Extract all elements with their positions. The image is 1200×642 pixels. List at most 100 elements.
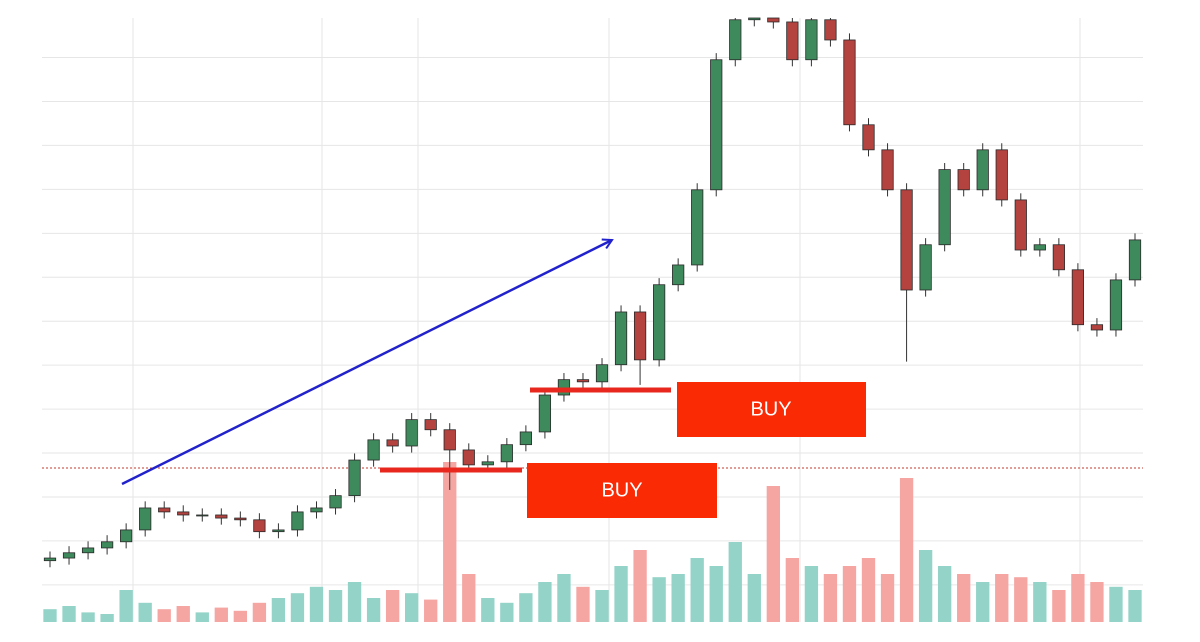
candle-body <box>576 379 590 383</box>
volume-bar <box>576 586 590 622</box>
candle-body <box>443 429 456 451</box>
candle-body <box>120 529 133 543</box>
candle-body <box>291 511 304 531</box>
candle-body <box>62 552 76 559</box>
candle-body <box>824 19 837 41</box>
volume-bar <box>671 574 685 622</box>
volume-bar <box>1014 577 1028 622</box>
volume-bar <box>861 558 876 622</box>
candle-body <box>367 439 380 461</box>
horizontal-grid <box>42 57 1143 586</box>
volume-bar <box>119 590 133 622</box>
volume-bar <box>62 606 76 622</box>
volume-bar <box>443 462 457 622</box>
candle-body <box>234 517 247 521</box>
volume-bar <box>500 602 514 622</box>
candles <box>43 17 1142 568</box>
candle-body <box>272 529 285 533</box>
volume-bar <box>214 607 228 622</box>
candle-body <box>1109 279 1123 331</box>
candle-body <box>862 124 875 151</box>
volume-bar <box>1128 590 1142 622</box>
volume-bar <box>138 602 152 622</box>
candle-body <box>919 244 932 291</box>
volume-bar <box>823 574 838 622</box>
volume-bar <box>385 590 400 622</box>
candle-body <box>348 459 361 497</box>
trend-arrow <box>121 240 612 486</box>
candle-body <box>938 169 951 246</box>
volume-bar <box>1109 586 1123 622</box>
candle-body <box>424 419 437 431</box>
candle-body <box>1071 269 1085 326</box>
candle-body <box>957 169 970 191</box>
volume-bar <box>937 566 952 622</box>
volume-bar <box>557 574 571 622</box>
volume-bar <box>1071 574 1085 622</box>
candle-body <box>748 17 761 21</box>
volume-bar <box>176 606 190 622</box>
volume-bar <box>995 574 1009 622</box>
volume-bar <box>709 566 723 622</box>
volume-bar <box>785 558 800 622</box>
volume-bar <box>804 566 819 622</box>
volume-bar <box>328 590 343 622</box>
volume-bar <box>366 598 381 622</box>
volume-bar <box>405 593 419 622</box>
volume-bar <box>271 598 286 622</box>
volume-bar <box>728 542 742 622</box>
volume-bar <box>842 566 857 622</box>
candle-body <box>976 149 989 191</box>
candle-body <box>462 449 475 466</box>
volume-bar <box>424 599 438 622</box>
volume-bar <box>957 574 971 622</box>
candle-body <box>672 264 685 286</box>
candle-body <box>196 514 209 517</box>
candle-body <box>1090 324 1104 331</box>
volume-bar <box>899 478 914 622</box>
volume-bar <box>918 550 933 622</box>
volume-bar <box>614 566 628 622</box>
candle-body <box>633 311 647 361</box>
candle-body <box>139 507 152 531</box>
volume-bar <box>81 612 95 622</box>
volume-bar <box>290 593 305 622</box>
volume-bar <box>481 598 495 622</box>
volume-bar <box>252 602 267 622</box>
volume-bar <box>1052 590 1066 622</box>
volume-bar <box>1033 582 1047 622</box>
candle-body <box>215 514 228 519</box>
candle-body <box>500 444 513 463</box>
volume-bar <box>595 590 609 622</box>
candle-body <box>1014 199 1027 251</box>
volume-bar <box>766 486 780 622</box>
volume-bar <box>195 612 209 622</box>
buy-box <box>527 463 717 518</box>
volume-bar <box>347 582 362 622</box>
candle-body <box>805 19 818 61</box>
volume-bar <box>519 593 533 622</box>
volume-bar <box>652 577 666 622</box>
buy-box <box>677 382 866 437</box>
volume-bar <box>309 586 324 622</box>
candle-body <box>729 19 742 61</box>
candle-body <box>900 189 913 291</box>
candle-body <box>557 379 571 396</box>
volume-bar <box>233 610 248 622</box>
volume-bars <box>43 462 1142 622</box>
candle-body <box>158 507 171 513</box>
volume-bar <box>462 574 476 622</box>
candle-body <box>538 394 552 433</box>
volume-bar <box>1090 582 1104 622</box>
volume-bar <box>157 609 171 622</box>
candle-body <box>1128 239 1142 281</box>
candle-body <box>653 284 666 361</box>
volume-bar <box>43 609 57 622</box>
volume-bar <box>690 558 704 622</box>
buy-label: BUY <box>750 398 791 420</box>
volume-bar <box>747 574 761 622</box>
candle-body <box>595 364 609 383</box>
candle-body <box>329 495 342 509</box>
candle-body <box>786 21 799 61</box>
